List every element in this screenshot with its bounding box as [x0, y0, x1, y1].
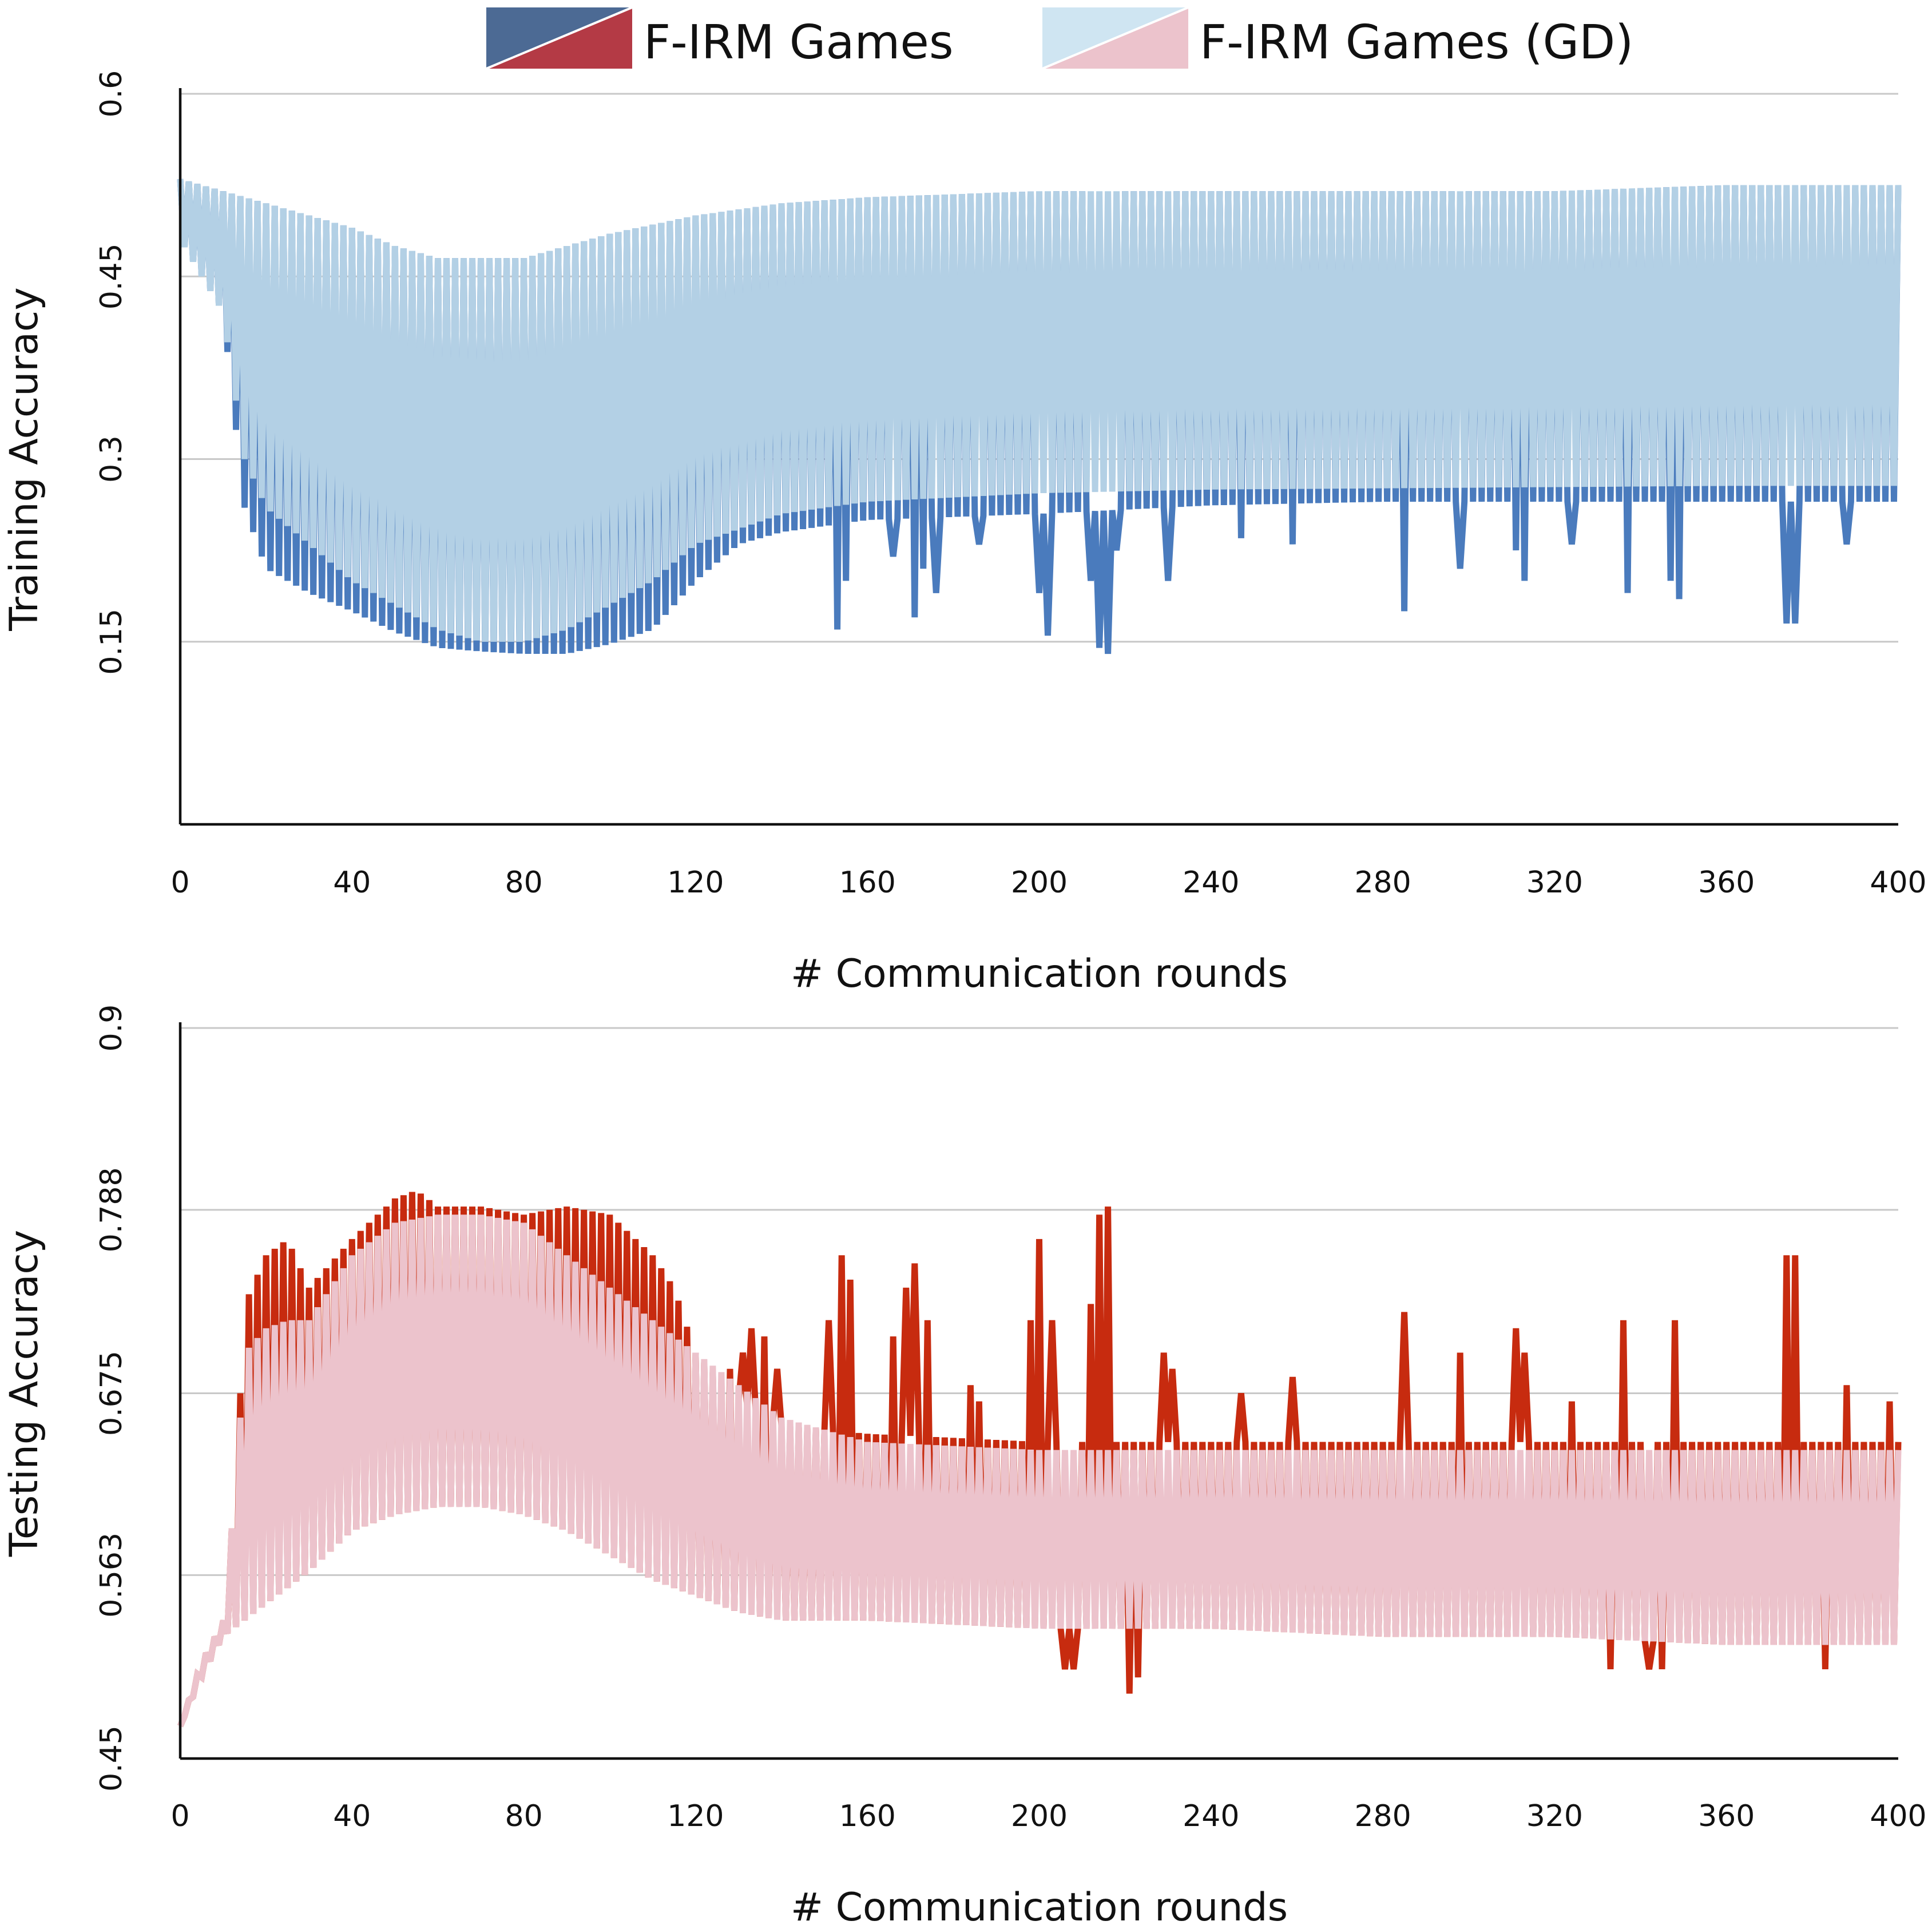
y-tick-label-3: 0.788: [94, 1167, 129, 1252]
bottom-x-tick-labels: 0 40 80 120 160 200 240 280 320 360 400: [170, 1799, 1926, 1833]
y-tick-label-0: 0.15: [94, 609, 129, 675]
x-tick-label-9: 360: [1698, 1799, 1755, 1833]
legend-label-f-irm-games: F-IRM Games: [644, 15, 954, 70]
x-tick-label-7: 280: [1354, 866, 1411, 900]
series-line-f-irm-games-gd: [177, 178, 1902, 642]
x-tick-label-8: 320: [1526, 1799, 1583, 1833]
y-tick-label-0: 0.45: [94, 1725, 129, 1792]
y-tick-label-3: 0.6: [94, 70, 129, 118]
top-series-f-irm-games-gd: [177, 178, 1902, 642]
x-tick-label-1: 40: [333, 1799, 371, 1833]
legend-label-f-irm-games-gd: F-IRM Games (GD): [1200, 15, 1633, 70]
y-tick-label-1: 0.3: [94, 435, 129, 483]
training-accuracy-chart: 0.15 0.3 0.45 0.6 0 40 80 120 160 200 240 280 320 36…: [2, 70, 1927, 997]
x-tick-label-5: 200: [1011, 866, 1068, 900]
x-tick-label-2: 80: [505, 1799, 543, 1833]
top-y-axis-title: Training Accuracy: [2, 287, 47, 631]
bottom-series-f-irm-games-gd: [177, 1214, 1902, 1728]
y-tick-label-1: 0.563: [94, 1533, 129, 1618]
x-tick-label-3: 120: [667, 1799, 724, 1833]
bottom-x-axis-title: # Communication rounds: [791, 1885, 1288, 1929]
x-tick-label-7: 280: [1354, 1799, 1411, 1833]
x-tick-label-8: 320: [1526, 866, 1583, 900]
legend: F-IRM Games F-IRM Games (GD): [486, 6, 1633, 70]
legend-item-f-irm-games-gd: F-IRM Games (GD): [1042, 6, 1633, 70]
series-line-f-irm-games-gd: [177, 1214, 1902, 1728]
x-tick-label-10: 400: [1870, 1799, 1926, 1833]
bottom-y-axis-title: Testing Accuracy: [2, 1230, 47, 1557]
x-tick-label-6: 240: [1183, 1799, 1239, 1833]
x-tick-label-9: 360: [1698, 866, 1755, 900]
x-tick-label-10: 400: [1870, 866, 1926, 900]
x-tick-label-1: 40: [333, 866, 371, 900]
bottom-y-tick-labels: 0.45 0.563 0.675 0.788 0.9: [94, 1005, 129, 1792]
top-y-tick-labels: 0.15 0.3 0.45 0.6: [94, 70, 129, 675]
testing-accuracy-chart: 0.45 0.563 0.675 0.788 0.9 0 40 80 120 160 200 240…: [2, 1005, 1927, 1929]
y-tick-label-2: 0.675: [94, 1351, 129, 1436]
x-tick-label-0: 0: [170, 866, 189, 900]
x-tick-label-0: 0: [170, 1799, 189, 1833]
x-tick-label-4: 160: [839, 866, 896, 900]
y-tick-label-4: 0.9: [94, 1005, 129, 1052]
top-x-axis-title: # Communication rounds: [791, 951, 1288, 997]
y-tick-label-2: 0.45: [94, 243, 129, 309]
x-tick-label-2: 80: [505, 866, 543, 900]
x-tick-label-5: 200: [1011, 1799, 1068, 1833]
x-tick-label-4: 160: [839, 1799, 896, 1833]
legend-item-f-irm-games: F-IRM Games: [486, 6, 954, 70]
x-tick-label-6: 240: [1183, 866, 1239, 900]
x-tick-label-3: 120: [667, 866, 724, 900]
top-x-tick-labels: 0 40 80 120 160 200 240 280 320 360 400: [170, 866, 1926, 900]
